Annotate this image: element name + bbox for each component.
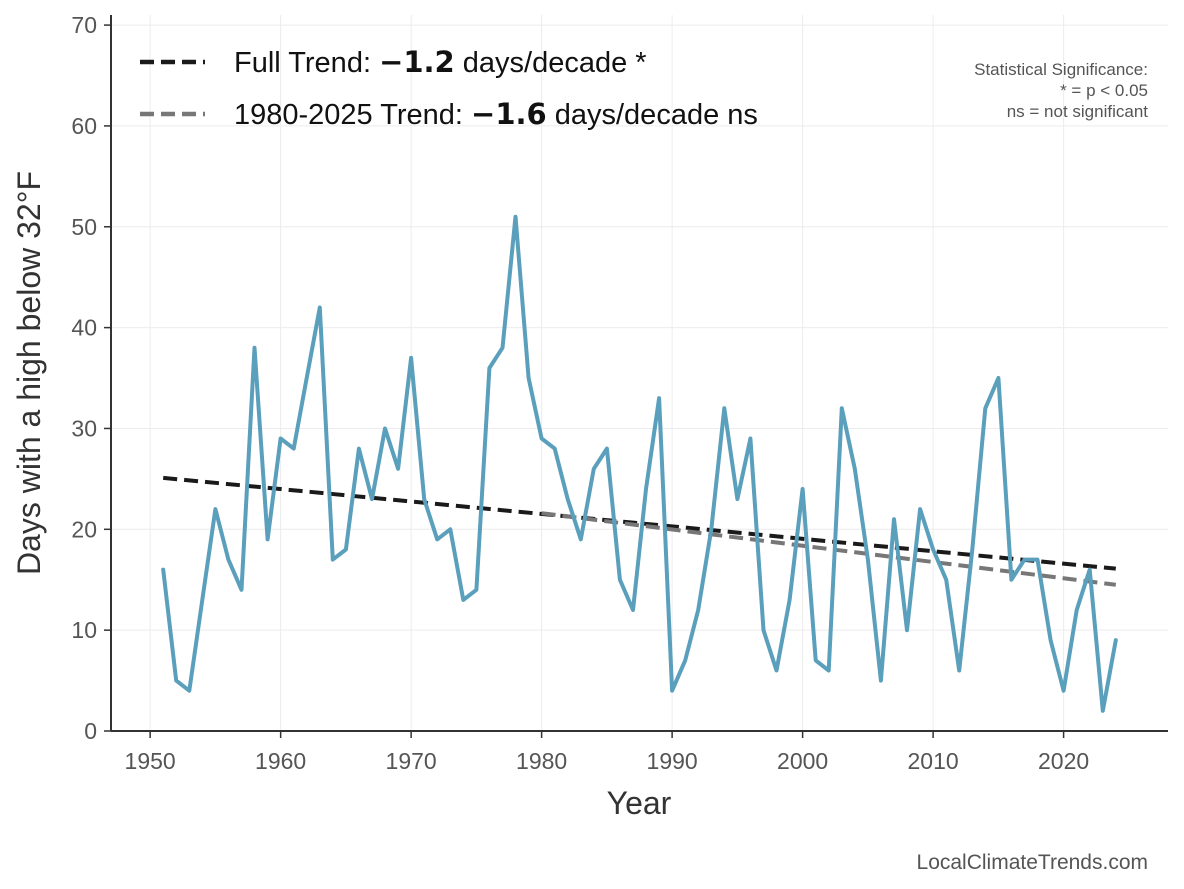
legend-label: 1980-2025 Trend: −1.6 days/decade ns [234,97,758,131]
series [161,214,1118,713]
y-tick-label: 10 [71,617,97,643]
grid [111,15,1168,732]
recent-trend-line [541,511,1117,587]
x-tick-label: 1960 [255,748,306,774]
credit-text: LocalClimateTrends.com [917,851,1148,874]
x-ticks: 1950 1960 1970 1980 1990 2000 2010 2020 [125,731,1089,774]
axes [110,15,1168,732]
x-tick-label: 1970 [386,748,437,774]
significance-note-title: Statistical Significance: [974,60,1148,79]
legend-label-prefix: Full Trend: [234,47,379,79]
legend-label-value: −1.2 [379,45,455,79]
significance-note-star: * = p < 0.05 [1060,81,1148,100]
y-tick-label: 70 [71,12,97,38]
x-tick-label: 2020 [1038,748,1089,774]
x-tick-label: 1950 [125,748,176,774]
y-tick-label: 60 [71,113,97,139]
y-tick-label: 20 [71,516,97,542]
significance-note-ns: ns = not significant [1007,102,1149,121]
legend-label-suffix: days/decade ns [547,99,758,131]
legend: Full Trend: −1.2 days/decade * 1980-2025 … [140,45,758,131]
legend-label-value: −1.6 [471,97,547,131]
trend-lines [163,475,1117,587]
full-trend-line [163,475,1116,571]
series-line [161,214,1118,713]
legend-label-suffix: days/decade * [455,47,647,79]
y-tick-label: 30 [71,415,97,441]
x-tick-label: 1980 [516,748,567,774]
y-ticks: 0 10 20 30 40 50 60 70 [71,12,111,744]
y-tick-label: 0 [84,718,97,744]
x-tick-label: 2000 [777,748,828,774]
x-tick-label: 1990 [647,748,698,774]
x-axis-title: Year [607,785,672,821]
significance-note: Statistical Significance: * = p < 0.05 n… [974,60,1148,121]
y-tick-label: 40 [71,315,97,341]
x-tick-label: 2010 [908,748,959,774]
y-tick-label: 50 [71,214,97,240]
legend-label: Full Trend: −1.2 days/decade * [234,45,647,79]
legend-label-prefix: 1980-2025 Trend: [234,99,471,131]
y-axis-title: Days with a high below 32°F [11,171,47,575]
